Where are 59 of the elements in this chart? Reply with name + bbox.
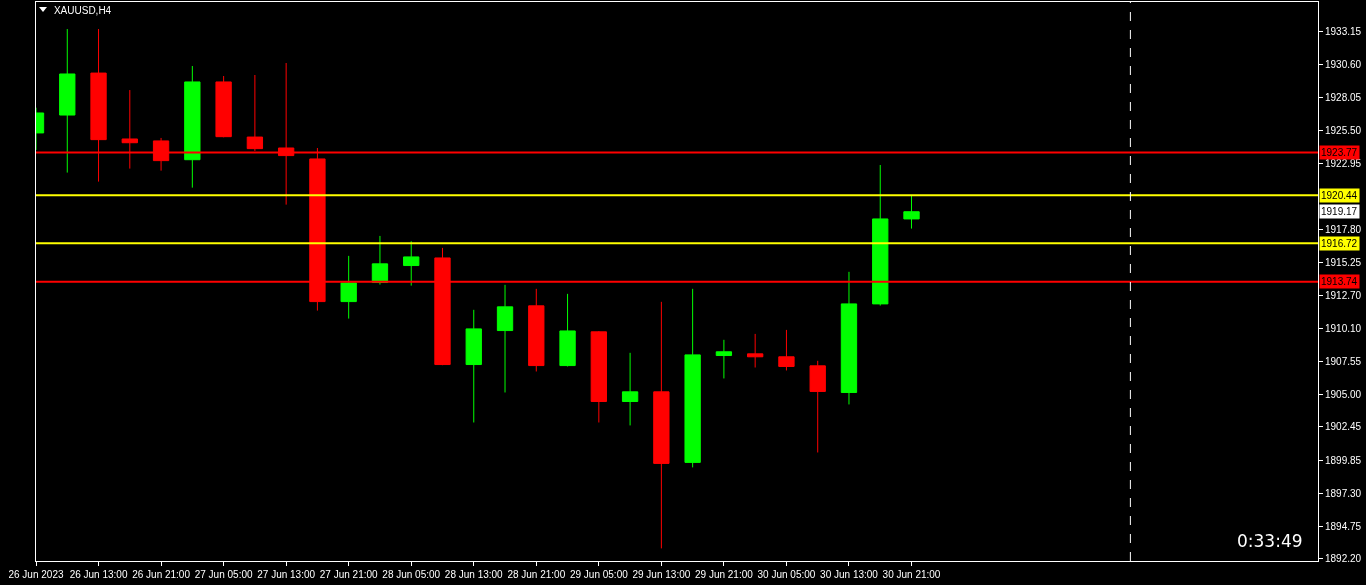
- y-tick-label: 1899.85: [1325, 454, 1362, 466]
- candlestick: [559, 293, 576, 367]
- candlestick: [903, 195, 920, 230]
- x-tick-label: 26 Jun 21:00: [132, 569, 191, 580]
- candlestick: [465, 309, 482, 423]
- y-tick-label: 1907.55: [1325, 355, 1362, 367]
- candlestick: [528, 288, 545, 372]
- x-tick-label: 28 Jun 21:00: [507, 569, 566, 580]
- x-tick-label: 30 Jun 13:00: [820, 569, 879, 580]
- x-tick-label: 26 Jun 13:00: [69, 569, 128, 580]
- candlestick: [215, 75, 232, 138]
- x-tick-label: 30 Jun 05:00: [757, 569, 816, 580]
- y-tick-label: 1910.10: [1325, 322, 1362, 334]
- x-tick-label: 27 Jun 13:00: [257, 569, 316, 580]
- x-tick-label: 26 Jun 2023: [8, 569, 64, 580]
- candlestick: [747, 333, 764, 368]
- candlestick: [778, 329, 795, 371]
- candlestick: [684, 288, 701, 468]
- ref-line-label: 1923.77: [1321, 147, 1358, 158]
- y-tick-label: 1933.15: [1325, 26, 1362, 38]
- y-tick-label: 1917.80: [1325, 223, 1362, 235]
- chart-title: XAUUSD,H4: [53, 5, 112, 17]
- candlestick: [653, 301, 670, 549]
- x-tick-label: 29 Jun 21:00: [694, 569, 754, 580]
- x-tick-label: 29 Jun 13:00: [632, 569, 691, 580]
- candlestick: [840, 271, 858, 405]
- y-tick-label: 1905.00: [1325, 388, 1362, 400]
- x-tick-label: 30 Jun 21:00: [882, 569, 941, 580]
- x-tick-label: 27 Jun 05:00: [194, 569, 253, 580]
- y-tick-label: 1928.05: [1325, 91, 1362, 103]
- x-tick-label: 27 Jun 21:00: [319, 569, 379, 580]
- candlestick: [872, 164, 889, 307]
- candlestick: [809, 360, 826, 453]
- y-tick-label: 1892.20: [1325, 553, 1362, 565]
- y-tick-label: 1902.45: [1325, 421, 1362, 433]
- annotation: 0:33:49: [1237, 531, 1303, 551]
- candlestick: [621, 352, 639, 426]
- ref-line-label: 1916.72: [1321, 238, 1358, 249]
- y-tick-label: 1925.50: [1325, 124, 1362, 136]
- candlestick: [371, 235, 389, 286]
- candlestick: [59, 28, 76, 174]
- y-tick-label: 1894.75: [1325, 520, 1362, 532]
- x-tick-label: 28 Jun 13:00: [444, 569, 504, 580]
- candlestick: [403, 240, 420, 287]
- y-tick-label: 1912.70: [1325, 289, 1362, 301]
- ref-line-label: 1913.74: [1321, 276, 1358, 287]
- x-tick-label: 29 Jun 05:00: [569, 569, 629, 580]
- y-tick-label: 1915.25: [1325, 256, 1362, 268]
- annotation: 1919.17: [1321, 206, 1358, 217]
- y-tick-label: 1897.30: [1325, 487, 1362, 499]
- candlestick: [184, 65, 201, 189]
- candlestick: [715, 339, 733, 379]
- y-tick-label: 1922.95: [1325, 157, 1362, 169]
- candlestick: [590, 330, 607, 423]
- candlestick: [496, 284, 514, 393]
- y-tick-label: 1930.60: [1325, 59, 1362, 71]
- candlestick: [340, 255, 357, 320]
- x-tick-label: 28 Jun 05:00: [382, 569, 441, 580]
- ref-line-label: 1920.44: [1321, 190, 1358, 201]
